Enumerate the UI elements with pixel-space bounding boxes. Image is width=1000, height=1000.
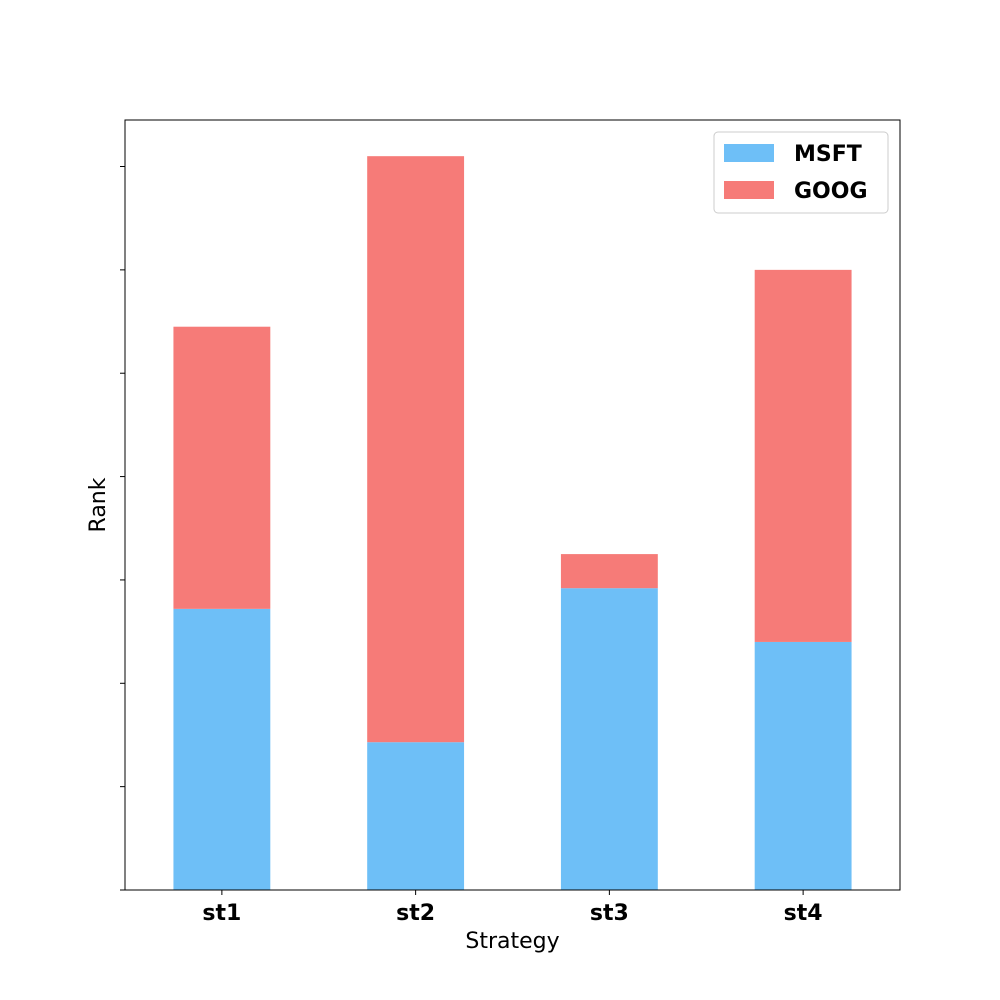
x-axis-label: Strategy xyxy=(465,929,559,954)
bar-msft-st2 xyxy=(367,742,465,890)
plot-frame xyxy=(124,119,901,891)
y-axis-ticks xyxy=(120,166,125,891)
bar-msft-st4 xyxy=(754,641,852,890)
bar-goog-st1 xyxy=(173,326,271,609)
bar-msft-st1 xyxy=(173,608,271,890)
x-tick-label-st4: st4 xyxy=(784,901,823,926)
legend-swatch-goog xyxy=(724,181,774,199)
bar-goog-st4 xyxy=(754,269,852,642)
x-tick-label-st1: st1 xyxy=(202,901,241,926)
bars-layer xyxy=(173,156,852,890)
legend: MSFT GOOG xyxy=(713,131,889,214)
bar-msft-st3 xyxy=(560,588,658,890)
legend-label-msft: MSFT xyxy=(794,142,862,167)
legend-label-goog: GOOG xyxy=(794,179,868,204)
bar-goog-st3 xyxy=(560,554,658,589)
x-axis-ticks: st1 st2 st3 st4 xyxy=(202,890,823,926)
y-axis-label: Rank xyxy=(86,477,111,532)
x-tick-label-st3: st3 xyxy=(590,901,629,926)
bar-goog-st2 xyxy=(367,156,465,743)
legend-swatch-msft xyxy=(724,144,774,162)
x-tick-label-st2: st2 xyxy=(396,901,435,926)
